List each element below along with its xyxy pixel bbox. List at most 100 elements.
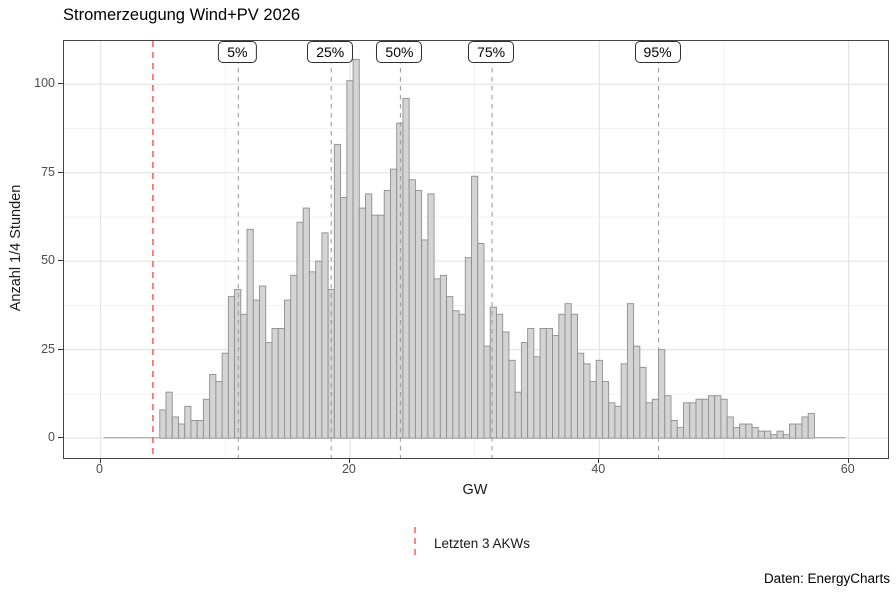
histogram-zero-bin xyxy=(141,437,148,439)
plot-panel xyxy=(63,40,889,459)
histogram-bar xyxy=(190,420,198,439)
histogram-bar xyxy=(321,232,329,439)
histogram-bar xyxy=(570,313,578,439)
x-tick-label: 0 xyxy=(96,462,103,476)
red-dashed-line-key xyxy=(414,527,416,559)
histogram-bar xyxy=(701,398,709,439)
histogram-bar xyxy=(608,402,616,439)
legend-label: Letzten 3 AKWs xyxy=(434,535,531,551)
y-tick-mark xyxy=(58,171,63,173)
histogram-bar xyxy=(408,179,416,439)
histogram-bar xyxy=(645,402,653,439)
y-tick-mark xyxy=(58,437,63,439)
y-tick-label: 75 xyxy=(41,164,55,179)
chart-title: Stromerzeugung Wind+PV 2026 xyxy=(63,6,301,24)
histogram-bar xyxy=(371,214,379,439)
histogram-bar xyxy=(377,214,385,439)
histogram-bar xyxy=(259,285,267,439)
histogram-zero-bin xyxy=(134,437,142,439)
histogram-bar xyxy=(390,168,398,439)
histogram-bar xyxy=(589,381,597,439)
y-tick-mark xyxy=(58,83,63,85)
percentile-label-50%: 50% xyxy=(376,41,423,63)
histogram-bar xyxy=(340,197,348,439)
histogram-bar xyxy=(296,221,304,439)
histogram-bar xyxy=(464,257,472,439)
percentile-label-95%: 95% xyxy=(634,41,681,63)
histogram-bar xyxy=(595,359,603,439)
histogram-bar xyxy=(757,430,765,439)
histogram-bar xyxy=(520,342,529,439)
histogram-bar xyxy=(676,427,684,439)
histogram-bar xyxy=(433,278,441,439)
histogram-bar xyxy=(695,398,703,439)
histogram-bar xyxy=(358,207,366,439)
histogram-zero-bin xyxy=(833,437,840,439)
histogram-bar xyxy=(221,352,229,439)
y-tick-mark xyxy=(58,348,63,350)
histogram-bar xyxy=(184,405,192,439)
histogram-bar xyxy=(514,391,522,439)
histogram-bar xyxy=(196,420,204,439)
histogram-zero-bin xyxy=(103,437,110,439)
histogram-zero-bin xyxy=(839,437,846,439)
histogram-bar xyxy=(202,398,211,439)
histogram-bar xyxy=(215,381,223,439)
percentile-label-25%: 25% xyxy=(307,41,354,63)
percentile-label-5%: 5% xyxy=(218,41,257,63)
histogram-bar xyxy=(807,412,815,439)
y-tick-label: 100 xyxy=(34,76,55,91)
histogram-bar xyxy=(801,416,809,439)
histogram-bar xyxy=(577,352,585,439)
y-tick-mark xyxy=(58,260,63,262)
histogram-zero-bin xyxy=(826,437,834,439)
histogram-bar xyxy=(639,366,647,439)
x-axis-title: GW xyxy=(462,482,488,498)
histogram-bar xyxy=(614,405,622,439)
histogram-zero-bin xyxy=(147,437,154,439)
histogram-bar xyxy=(601,381,610,439)
histogram-bar xyxy=(308,271,317,439)
histogram-zero-bin xyxy=(122,437,129,439)
histogram-bar xyxy=(171,416,179,439)
histogram-bar xyxy=(246,228,254,439)
histogram-bar xyxy=(421,239,429,439)
histogram-bar xyxy=(496,313,504,439)
histogram-bar xyxy=(227,296,236,439)
histogram-zero-bin xyxy=(109,437,117,439)
histogram-zero-bin xyxy=(153,437,160,439)
histogram-bar xyxy=(277,327,285,439)
x-tick-label: 60 xyxy=(840,462,855,476)
histogram-bar xyxy=(776,430,784,439)
histogram-bar xyxy=(265,342,273,439)
histogram-zero-bin xyxy=(128,437,135,439)
y-tick-label: 50 xyxy=(41,253,55,268)
histogram-bar xyxy=(290,274,298,439)
histogram-bar xyxy=(670,420,678,439)
histogram-bar xyxy=(633,345,641,439)
histogram-bar xyxy=(552,335,560,439)
histogram-bar xyxy=(720,398,728,439)
y-tick-label: 0 xyxy=(48,430,55,445)
histogram-bar xyxy=(365,193,373,439)
histogram-bar xyxy=(664,395,672,439)
histogram-bar xyxy=(483,345,491,439)
histogram-bar xyxy=(558,313,566,439)
histogram-bar xyxy=(795,423,803,439)
histogram-bar xyxy=(789,423,797,439)
x-tick-mark xyxy=(348,458,350,463)
histogram-bar xyxy=(352,58,360,439)
histogram-zero-bin xyxy=(116,437,123,439)
histogram-bar xyxy=(427,193,435,439)
histogram-bar xyxy=(732,427,741,439)
histogram-bar xyxy=(477,243,485,439)
histogram-bar xyxy=(452,310,460,439)
histogram-bar xyxy=(539,327,547,439)
histogram-bar xyxy=(396,122,404,439)
histogram-bar xyxy=(302,207,310,439)
histogram-bar xyxy=(683,402,691,439)
histogram-bar xyxy=(714,395,722,439)
histogram-bar xyxy=(508,359,516,439)
histogram-bar xyxy=(739,423,747,439)
